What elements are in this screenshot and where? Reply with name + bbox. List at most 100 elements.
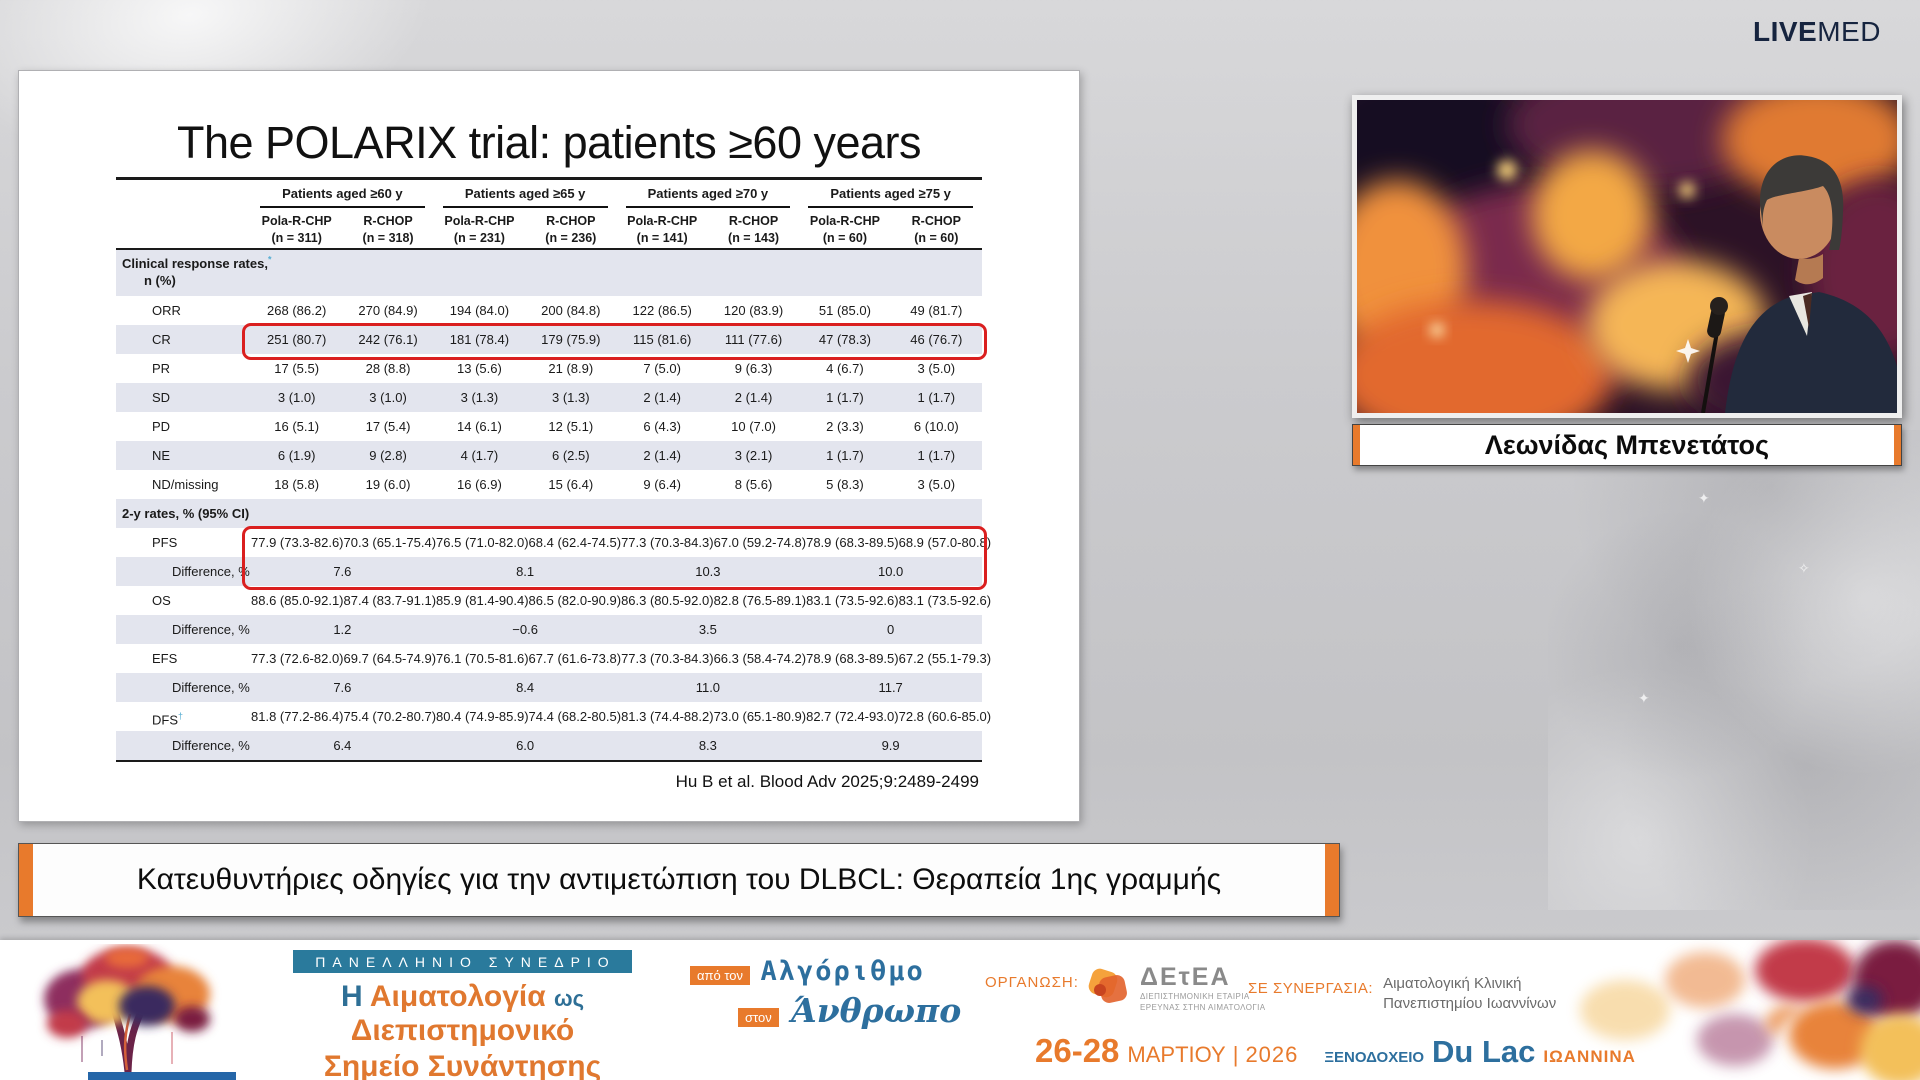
table-cell: 1 (1.7) xyxy=(917,390,956,405)
table-cell: 8.4 xyxy=(516,680,535,695)
table-cell: 10.0 xyxy=(877,564,904,579)
table-cell: 2 (1.4) xyxy=(734,390,773,405)
detea-logo-block: ΔΕτΕΑ ΔΙΕΠΙΣΤΗΜΟΝΙΚΗ ΕΤΑΙΡΙΑ ΕΡΕΥΝΑΣ ΣΤΗ… xyxy=(1082,962,1266,1014)
table-row: PD 16 (5.1) 17 (5.4) 14 (6.1) 12 (5.1) 6 (4.3… xyxy=(116,412,982,441)
row-label: Difference, % xyxy=(172,622,250,637)
synergy-block: ΣΕ ΣΥΝΕΡΓΑΣΙΑ: Αιματολογική Κλινική Πανε… xyxy=(1248,974,1556,1015)
presentation-slide: The POLARIX trial: patients ≥60 years Pa… xyxy=(18,70,1080,822)
table-cell: 73.0 (65.1-80.9) xyxy=(713,709,807,724)
table-cell: 76.1 (70.5-81.6) xyxy=(436,651,529,666)
table-row: NE 6 (1.9) 9 (2.8) 4 (1.7) 6 (2.5) 2 (1.4) 3 (… xyxy=(116,441,982,470)
table-spacer xyxy=(116,180,251,208)
table-cell: 16 (6.9) xyxy=(457,477,502,492)
table-cell: 75.4 (70.2-80.7) xyxy=(343,709,437,724)
table-cell: 74.4 (68.2-80.5) xyxy=(528,709,622,724)
table-cell: 2 (1.4) xyxy=(643,390,681,405)
table-cell: 69.7 (64.5-74.9) xyxy=(343,651,437,666)
table-bottom-rule xyxy=(116,760,982,762)
congress-title-line2: Σημείο Συνάντησης xyxy=(323,1050,602,1080)
table-cell: 122 (86.5) xyxy=(632,303,692,318)
table-cell: 77.3 (70.3-84.3) xyxy=(621,535,714,550)
speaker-silhouette xyxy=(1725,155,1897,413)
table-row: ND/missing 18 (5.8) 19 (6.0) 16 (6.9) 15 (6.… xyxy=(116,470,982,499)
algorithm-logo-block: από τον Αλγόριθμο στον Άνθρωπο xyxy=(690,956,980,1030)
table-cell: 76.5 (71.0-82.0) xyxy=(436,535,529,550)
table-cell: 6 (2.5) xyxy=(552,448,590,463)
background-watermark-art: ✦ ✧ ✦ xyxy=(1548,430,1920,910)
algo-word-2: Άνθρωπο xyxy=(791,991,962,1030)
table-cell: 83.1 (73.5-92.6) xyxy=(806,593,899,608)
detea-subtitle-2: ΕΡΕΥΝΑΣ ΣΤΗΝ ΑΙΜΑΤΟΛΟΓΙΑ xyxy=(1140,1002,1266,1012)
venue-label: ΞΕΝΟΔΟΧΕΙΟ xyxy=(1324,1049,1425,1066)
table-row: Difference, % 7.6 8.4 11.0 11.7 xyxy=(116,673,982,702)
row-label: PD xyxy=(152,419,171,434)
table-cell: 3 (1.0) xyxy=(277,390,316,405)
column-group-header: Patients aged ≥65 y xyxy=(442,180,608,208)
table-cell: 67.2 (55.1-79.3) xyxy=(898,651,992,666)
conference-footer: ΠΑΝΕΛΛΗΝΙΟ ΣΥΝΕΔΡΙΟ Η Αιματολογία ως Διε… xyxy=(0,940,1920,1080)
table-section-row: 2-y rates, % (95% CI) xyxy=(116,499,982,528)
table-row: ORR 268 (86.2) 270 (84.9) 194 (84.0) 200 (84… xyxy=(116,296,982,325)
table-cell: 80.4 (74.9-85.9) xyxy=(436,709,529,724)
date-separator: | xyxy=(1232,1042,1239,1067)
table-cell: 15 (6.4) xyxy=(548,477,594,492)
speaker-video-frame-art xyxy=(1357,100,1897,413)
table-row: OS 88.6 (85.0-92.1) 87.4 (83.7-91.1) 85.9 (… xyxy=(116,586,991,615)
table-cell: 83.1 (73.5-92.6) xyxy=(898,593,992,608)
name-bar-accent-left xyxy=(1353,425,1360,465)
table-cell: 86.5 (82.0-90.9) xyxy=(528,593,622,608)
sparkle-icon: ✦ xyxy=(1638,690,1650,706)
table-cell: 11.7 xyxy=(878,680,903,695)
row-label: EFS xyxy=(152,651,178,666)
column-header: Pola-R-CHP (n = 60) xyxy=(809,214,881,245)
table-cell: 10 (7.0) xyxy=(731,419,776,434)
table-cell: 87.4 (83.7-91.1) xyxy=(343,593,437,608)
table-cell: 66.3 (58.4-74.2) xyxy=(713,651,807,666)
table-row: CR 251 (80.7) 242 (76.1) 181 (78.4) 179 (75.… xyxy=(116,325,982,354)
table-cell: 78.9 (68.3-89.5) xyxy=(806,535,899,550)
congress-block: ΠΑΝΕΛΛΗΝΙΟ ΣΥΝΕΔΡΙΟ Η Αιματολογία ως Διε… xyxy=(240,950,685,1080)
algo-badge-1: από τον xyxy=(690,966,751,986)
table-cell: 7 (5.0) xyxy=(643,361,681,376)
table-cell: 17 (5.4) xyxy=(365,419,411,434)
microphone-icon xyxy=(1701,297,1728,413)
table-cell: 7.6 xyxy=(333,680,352,695)
table-cell: 81.8 (77.2-86.4) xyxy=(251,709,344,724)
table-cell: 68.4 (62.4-74.5) xyxy=(528,535,622,550)
column-header: R-CHOP (n = 236) xyxy=(545,214,597,245)
table-cell: 8.1 xyxy=(516,564,535,579)
table-cell: 5 (8.3) xyxy=(826,477,864,492)
results-table: Patients aged ≥60 y Patients aged ≥65 y Pa… xyxy=(116,177,991,762)
table-column-header-row: Pola-R-CHP (n = 311) R-CHOP (n = 318) Pola-R… xyxy=(116,208,982,250)
row-label: PFS xyxy=(152,535,178,550)
table-cell: 120 (83.9) xyxy=(723,303,784,318)
table-cell: 49 (81.7) xyxy=(910,303,963,318)
table-cell: 6.4 xyxy=(333,738,352,753)
table-cell: 51 (85.0) xyxy=(818,303,871,318)
table-cell: 14 (6.1) xyxy=(457,419,502,434)
table-cell: 9 (2.8) xyxy=(369,448,407,463)
banner-accent-right xyxy=(1325,844,1339,916)
table-cell: 181 (78.4) xyxy=(449,332,510,347)
table-cell: 0 xyxy=(887,622,895,637)
table-cell: 6 (4.3) xyxy=(643,419,681,434)
table-row: SD 3 (1.0) 3 (1.0) 3 (1.3) 3 (1.3) 2 (1.4) 2 (… xyxy=(116,383,982,412)
table-cell: 115 (81.6) xyxy=(633,332,692,347)
congress-title-word1: Αιματολογία xyxy=(369,980,546,1013)
table-cell: 2 (3.3) xyxy=(826,419,864,434)
algo-word-1: Αλγόριθμο xyxy=(760,956,925,987)
table-cell: 12 (5.1) xyxy=(548,419,594,434)
table-cell: 4 (1.7) xyxy=(460,448,499,463)
row-label: Difference, % xyxy=(172,564,250,579)
section-label: 2-y rates, % (95% CI) xyxy=(122,506,250,521)
table-cell: 46 (76.7) xyxy=(910,332,963,347)
table-cell: 268 (86.2) xyxy=(267,303,327,318)
table-cell: 67.0 (59.2-74.8) xyxy=(713,535,807,550)
table-cell: 28 (8.8) xyxy=(365,361,411,376)
citation: Hu B et al. Blood Adv 2025;9:2489-2499 xyxy=(675,772,979,791)
column-group-header: Patients aged ≥75 y xyxy=(808,180,973,208)
footer-blue-bar xyxy=(88,1072,236,1080)
table-cell: 10.3 xyxy=(695,564,721,579)
congress-title-word2: Διεπιστημονικό xyxy=(350,1014,575,1047)
table-cell: 8.3 xyxy=(698,738,717,753)
